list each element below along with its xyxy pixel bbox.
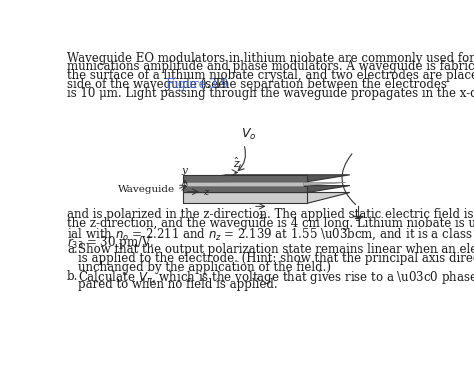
Text: $V_o$: $V_o$ xyxy=(241,127,257,142)
Polygon shape xyxy=(183,175,350,182)
Text: Show that the output polarization state remains linear when an electric field: Show that the output polarization state … xyxy=(78,243,474,256)
Text: Waveguide: Waveguide xyxy=(118,185,175,194)
Polygon shape xyxy=(183,192,307,203)
Text: a.: a. xyxy=(67,243,78,256)
Text: z: z xyxy=(203,188,209,197)
Text: pared to when no field is applied.: pared to when no field is applied. xyxy=(78,278,277,291)
Text: b.: b. xyxy=(67,270,78,283)
Polygon shape xyxy=(187,182,303,186)
Text: and is polarized in the z-direction. The applied static electric field is along: and is polarized in the z-direction. The… xyxy=(67,208,474,221)
Text: unchanged by the application of the field.): unchanged by the application of the fiel… xyxy=(78,261,331,274)
Text: z: z xyxy=(258,212,264,221)
Text: Calculate $V_\pi$, which is the voltage that gives rise to a \u03c0 phase shift : Calculate $V_\pi$, which is the voltage … xyxy=(78,270,474,286)
Text: Figure 3.9: Figure 3.9 xyxy=(166,78,228,91)
Polygon shape xyxy=(183,186,350,192)
Text: ). The separation between the electrodes: ). The separation between the electrodes xyxy=(202,78,447,91)
Text: is applied to the electrode. (Hint: show that the principal axis directions are: is applied to the electrode. (Hint: show… xyxy=(78,252,474,265)
Text: $r_{33}$ = 30 pm/V.: $r_{33}$ = 30 pm/V. xyxy=(67,234,155,251)
Text: the surface of a lithium niobate crystal, and two electrodes are placed on eithe: the surface of a lithium niobate crystal… xyxy=(67,69,474,82)
Text: Waveguide EO modulators in lithium niobate are commonly used for telecom-: Waveguide EO modulators in lithium nioba… xyxy=(67,52,474,65)
Text: munications amplitude and phase modulators. A waveguide is fabricated on: munications amplitude and phase modulato… xyxy=(67,60,474,74)
Polygon shape xyxy=(183,186,307,192)
Polygon shape xyxy=(183,192,350,203)
Text: side of the waveguide (see: side of the waveguide (see xyxy=(67,78,229,91)
Polygon shape xyxy=(183,175,307,182)
Text: $\hat{z}$: $\hat{z}$ xyxy=(233,156,241,170)
Text: the z-direction, and the waveguide is 4 cm long. Lithium niobate is uniax-: the z-direction, and the waveguide is 4 … xyxy=(67,217,474,230)
Text: y: y xyxy=(182,166,188,175)
Text: is 10 μm. Light passing through the waveguide propagates in the x-direction: is 10 μm. Light passing through the wave… xyxy=(67,87,474,100)
Text: ial with $n_o$ = 2.211 and $n_z$ = 2.139 at 1.55 \u03bcm, and it is a class 3m c: ial with $n_o$ = 2.211 and $n_z$ = 2.139… xyxy=(67,226,474,243)
Polygon shape xyxy=(187,182,346,186)
